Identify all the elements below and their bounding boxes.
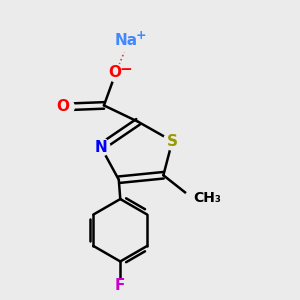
Circle shape — [56, 98, 74, 116]
Circle shape — [107, 64, 125, 82]
Text: O: O — [108, 65, 121, 80]
Text: F: F — [115, 278, 125, 293]
Circle shape — [185, 191, 198, 204]
Text: CH₃: CH₃ — [193, 190, 221, 205]
Text: −: − — [120, 62, 133, 77]
Circle shape — [114, 279, 127, 292]
Text: +: + — [136, 29, 146, 42]
Text: O: O — [56, 99, 69, 114]
Circle shape — [92, 138, 110, 156]
Circle shape — [164, 132, 181, 150]
Circle shape — [117, 28, 142, 52]
Text: N: N — [94, 140, 107, 154]
Text: Na: Na — [115, 32, 138, 47]
Text: S: S — [167, 134, 178, 148]
